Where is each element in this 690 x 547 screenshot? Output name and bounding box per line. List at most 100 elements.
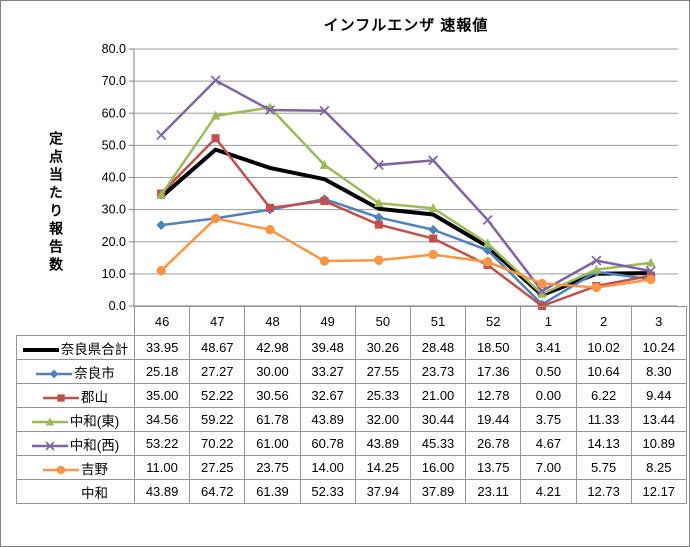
value-cell: 70.22 (189, 431, 246, 456)
value-cell: 45.33 (409, 431, 467, 456)
legend-key-icon (36, 369, 73, 379)
value-cell: 10.89 (630, 431, 687, 456)
table-corner-cell (17, 307, 135, 336)
value-cell: 23.11 (465, 479, 522, 504)
value-cell: 42.98 (244, 335, 301, 360)
week-header-cell: 52 (465, 306, 522, 336)
value-cell: 17.36 (465, 359, 522, 384)
value-cell: 23.73 (409, 359, 467, 384)
value-cell: 30.56 (244, 383, 301, 408)
series-name-label: 郡山 (81, 389, 108, 405)
legend-key-icon (43, 394, 79, 402)
y-tick-label: 0.0 (109, 299, 126, 313)
y-tick-label: 10.0 (102, 267, 126, 281)
value-cell: 30.26 (354, 335, 411, 360)
value-cell: 23.75 (244, 455, 301, 480)
value-cell: 10.02 (575, 335, 632, 360)
value-cell: 4.21 (520, 479, 577, 504)
value-cell: 59.22 (189, 407, 246, 432)
value-cell: 32.67 (299, 383, 356, 408)
value-cell: 14.13 (575, 431, 632, 456)
value-cell: 25.18 (133, 359, 191, 384)
value-cell: 9.44 (630, 383, 687, 408)
value-cell: 5.75 (575, 455, 632, 480)
value-cell: 4.67 (520, 431, 577, 456)
week-header-cell: 2 (575, 306, 632, 336)
value-cell: 0.00 (520, 383, 577, 408)
table-row: 奈良市 25.18 27.27 30.00 33.27 27.55 23.73 17.36 0.… (16, 359, 687, 384)
week-header-cell: 48 (244, 306, 301, 336)
value-cell: 7.00 (520, 455, 577, 480)
legend-key-icon (31, 441, 68, 451)
value-cell: 3.41 (520, 335, 577, 360)
week-header-cell: 1 (520, 306, 577, 336)
value-cell: 43.89 (299, 407, 356, 432)
series-line-4 (156, 75, 656, 296)
y-tick-label: 50.0 (102, 138, 126, 152)
value-cell: 28.48 (409, 335, 467, 360)
value-cell: 34.56 (133, 407, 191, 432)
table-row: 吉野 11.00 27.25 23.75 14.00 14.25 16.00 13.75 7.0… (16, 455, 687, 480)
y-tick-label: 30.0 (102, 203, 126, 217)
value-cell: 10.24 (630, 335, 687, 360)
value-cell: 37.89 (409, 479, 467, 504)
value-cell: 32.00 (354, 407, 411, 432)
value-cell: 8.30 (630, 359, 687, 384)
value-cell: 27.55 (354, 359, 411, 384)
table-row: 郡山 35.00 52.22 30.56 32.67 25.33 21.00 12.78 0.0… (16, 383, 687, 408)
value-cell: 14.25 (354, 455, 411, 480)
value-cell: 10.64 (575, 359, 632, 384)
legend-key-icon (43, 465, 79, 475)
value-cell: 19.44 (465, 407, 522, 432)
y-tick-label: 40.0 (102, 171, 126, 185)
legend-key-icon (31, 417, 68, 426)
y-tick-label: 60.0 (102, 106, 126, 120)
table-row: 中和(東) 34.56 59.22 61.78 43.89 32.00 30.44 19.44… (16, 407, 687, 432)
chart-data-table: 46 47 48 49 50 51 52 1 2 3 奈良県合計 33.95 48.67 42.98 39… (16, 306, 687, 504)
legend-cell: 郡山 (16, 383, 135, 408)
value-cell: 13.44 (630, 407, 687, 432)
series-name-label: 吉野 (81, 461, 108, 477)
value-cell: 27.25 (189, 455, 246, 480)
week-header-cell: 3 (630, 306, 687, 336)
value-cell: 12.78 (465, 383, 522, 408)
series-name-label: 奈良県合計 (60, 341, 129, 357)
series-name-label: 奈良市 (74, 365, 115, 381)
value-cell: 43.89 (354, 431, 411, 456)
value-cell: 37.94 (354, 479, 411, 504)
value-cell: 18.50 (465, 335, 522, 360)
week-header-row: 46 47 48 49 50 51 52 1 2 3 (17, 306, 687, 336)
y-axis-title: 定点当たり報告数 (48, 131, 64, 275)
y-tick-label: 80.0 (102, 42, 126, 56)
series-line-5 (156, 213, 656, 293)
legend-key-icon (22, 347, 59, 352)
value-cell: 13.75 (465, 455, 522, 480)
value-cell: 33.27 (299, 359, 356, 384)
chart-title: インフルエンザ 速報値 (323, 17, 489, 34)
value-cell: 61.00 (244, 431, 301, 456)
value-cell: 12.17 (630, 479, 687, 504)
value-cell: 33.95 (133, 335, 191, 360)
value-cell: 61.78 (244, 407, 301, 432)
legend-key-empty (43, 488, 79, 500)
legend-cell: 中和(西) (16, 431, 135, 456)
week-header: 46 47 48 49 50 51 52 1 2 3 (17, 306, 687, 336)
y-axis-tick-labels: 0.0 10.0 20.0 30.0 40.0 50.0 60.0 70.0 80.0 (102, 42, 126, 313)
value-cell: 27.27 (189, 359, 246, 384)
legend-cell: 奈良県合計 (16, 335, 135, 360)
value-cell: 64.72 (189, 479, 246, 504)
value-cell: 8.25 (630, 455, 687, 480)
y-axis-ticks (129, 48, 134, 307)
value-cell: 52.22 (189, 383, 246, 408)
value-cell: 14.00 (299, 455, 356, 480)
value-cell: 11.33 (575, 407, 632, 432)
week-header-cell: 50 (354, 306, 411, 336)
value-cell: 35.00 (133, 383, 191, 408)
value-cell: 30.44 (409, 407, 467, 432)
legend-cell: 吉野 (16, 455, 135, 480)
series-name-label: 中和(東) (69, 413, 120, 429)
y-tick-label: 70.0 (102, 74, 126, 88)
value-cell: 52.33 (299, 479, 356, 504)
value-cell: 6.22 (575, 383, 632, 408)
